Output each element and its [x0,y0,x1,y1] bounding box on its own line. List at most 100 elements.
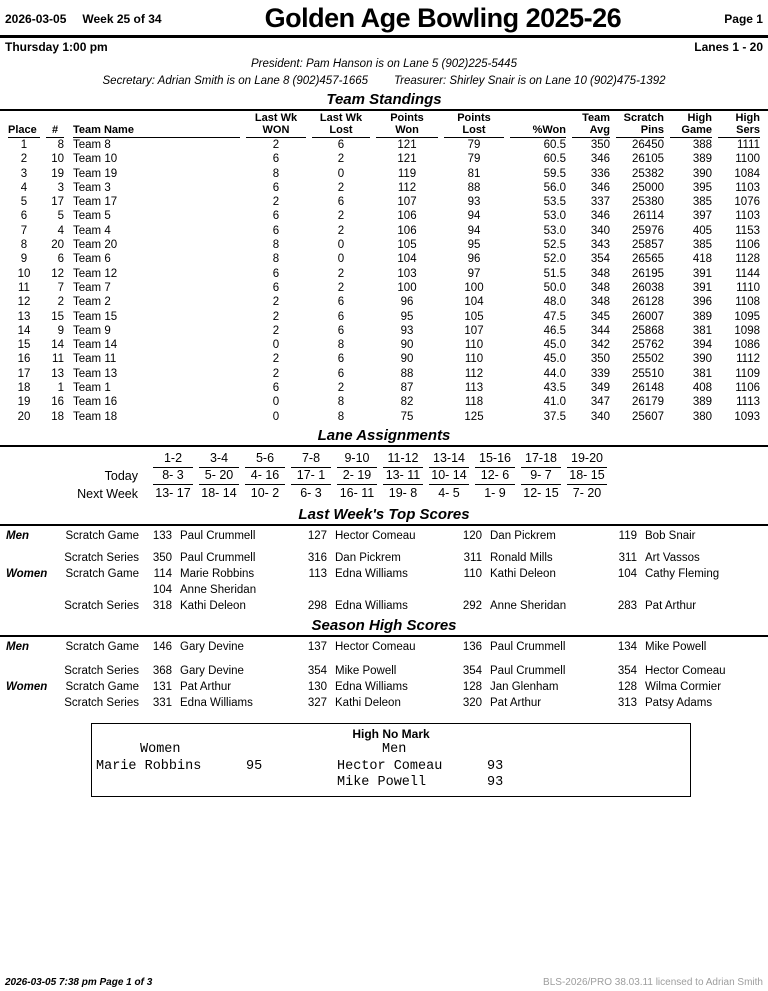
cell-place: 4 [20,181,28,194]
cell-team-name: Team 3 [73,181,111,194]
standings-row: 18 1 Team 1 6 2 87 113 43.5 349 26148 40… [5,381,763,395]
cell-scratch-pins: 26179 [632,396,664,409]
header-blank [67,112,243,124]
bowler-name: Marie Robbins [180,567,255,580]
cell-lastwk-lost: 6 [337,310,345,323]
cell-place: 5 [20,196,28,209]
cell-pct-won: 52.5 [543,239,566,252]
score-value: 104 [617,567,637,580]
cell-high-game: 388 [692,139,712,151]
lane-assignments: Today Next Week 1-2 8- 3 13- 17 3-4 5- 2… [0,451,768,504]
cell-high-game: 408 [692,382,712,395]
cell-lastwk-lost: 6 [337,324,345,337]
high-no-mark-entry: Mike Powell 93 [337,775,686,792]
lane-row-labels: Today Next Week [0,451,150,504]
cell-scratch-pins: 25380 [632,196,664,209]
cell-team-number: 2 [57,296,64,309]
treasurer-info: Treasurer: Shirley Snair is on Lane 10 (… [394,75,666,87]
bowler-name: Edna Williams [180,697,253,710]
cell-lastwk-won: 8 [272,239,280,252]
score-value [608,582,638,598]
score-value: 354 [307,664,327,677]
standings-row: 11 7 Team 7 6 2 100 100 50.0 348 26038 3… [5,281,763,295]
score-value: 320 [462,697,482,710]
cell-high-sers: 1103 [735,181,760,194]
score-value: 95 [246,758,263,774]
cell-points-won: 87 [400,382,414,395]
header-team-number: # [43,124,67,138]
cell-scratch-pins: 26038 [632,281,664,294]
cell-high-game: 394 [692,339,712,352]
bowler-name: Hector Comeau [645,664,726,677]
cell-team-avg: 339 [590,367,610,380]
standings-row: 3 19 Team 19 8 0 119 81 59.5 336 25382 3… [5,167,763,181]
score-value: 311 [618,551,637,564]
cell-high-sers: 1113 [736,396,760,409]
cell-high-sers: 1108 [735,296,760,309]
score-value: 311 [463,551,482,564]
gender-label: Women [6,680,48,693]
score-value: 120 [462,530,482,543]
cell-points-won: 107 [397,196,417,209]
cell-lastwk-won: 2 [272,196,280,209]
cell-team-avg: 340 [590,410,610,423]
cell-high-game: 395 [692,181,712,194]
standings-row: 7 4 Team 4 6 2 106 94 53.0 340 25976 405… [5,224,763,238]
cell-points-won: 82 [400,396,414,409]
standings-header-top: Last Wk Last Wk Points Points Team Scrat… [5,112,763,124]
day-time: Thursday 1:00 pm [5,40,108,54]
bowler-name: Wilma Cormier [645,680,722,693]
cell-team-name: Team 12 [73,267,118,280]
cell-points-lost: 110 [464,353,484,366]
cell-place: 10 [17,267,31,280]
cell-lastwk-won: 2 [272,296,280,309]
cell-lastwk-lost: 0 [337,253,345,266]
standings-header-bottom: Place # Team Name WON Lost Won Lost %Won… [5,124,763,138]
lane-next-week-matchup: 13- 17 [155,485,191,500]
gender-label [5,695,47,711]
bowler-name: Hector Comeau [335,530,416,543]
bowler-name: Kathi Deleon [335,697,401,710]
cell-place: 19 [17,396,31,409]
standings-row: 10 12 Team 12 6 2 103 97 51.5 348 26195 … [5,267,763,281]
cell-team-number: 19 [51,167,64,180]
cell-high-sers: 1106 [735,382,760,395]
bowler-name [638,582,763,598]
bowler-name: Dan Pickrem [335,551,401,564]
score-value: 354 [617,664,637,677]
page-footer: 2026-03-05 7:38 pm Page 1 of 3 BLS-2026/… [5,977,763,988]
men-column-label: Men [382,742,407,758]
cell-scratch-pins: 25762 [632,339,664,352]
cell-high-sers: 1128 [735,253,760,266]
standings-row: 17 13 Team 13 2 6 88 112 44.0 339 25510 … [5,367,763,381]
cell-scratch-pins: 26450 [632,139,664,151]
header-points-lost-top: Points [457,112,491,124]
cell-place: 3 [20,167,28,180]
lane-today-matchup: 2- 19 [334,468,380,486]
cell-team-number: 16 [51,396,64,409]
cell-pct-won: 48.0 [543,296,566,309]
lane-next-week-matchup: 10- 2 [250,485,280,500]
bowler-name: Mike Powell [337,775,427,791]
cell-high-game: 389 [692,396,712,409]
bowler-name: Edna Williams [335,680,408,693]
high-no-mark-box: High No Mark Women Marie Robbins 95 Men H… [91,723,691,798]
cell-team-number: 10 [51,153,64,166]
cell-lastwk-lost: 8 [337,339,345,352]
cell-high-game: 390 [692,353,712,366]
cell-points-lost: 100 [464,281,484,294]
standings-row: 5 17 Team 17 2 6 107 93 53.5 337 25380 3… [5,195,763,209]
cell-points-won: 96 [400,296,414,309]
cell-place: 17 [17,367,31,380]
score-value: 327 [307,697,327,710]
bowler-name: Marie Robbins [96,758,202,774]
cell-team-avg: 348 [590,296,610,309]
bowler-name: Edna Williams [335,600,408,613]
cell-high-game: 380 [692,410,712,423]
president-info: President: Pam Hanson is on Lane 5 (902)… [251,58,517,70]
bowler-name: Paul Crummell [180,551,256,564]
cell-lastwk-won: 0 [272,339,280,352]
cell-high-sers: 1100 [735,153,760,166]
cell-high-game: 405 [692,224,712,237]
score-line: Scratch Series 318 Kathi Deleon 298 Edna… [5,598,763,614]
